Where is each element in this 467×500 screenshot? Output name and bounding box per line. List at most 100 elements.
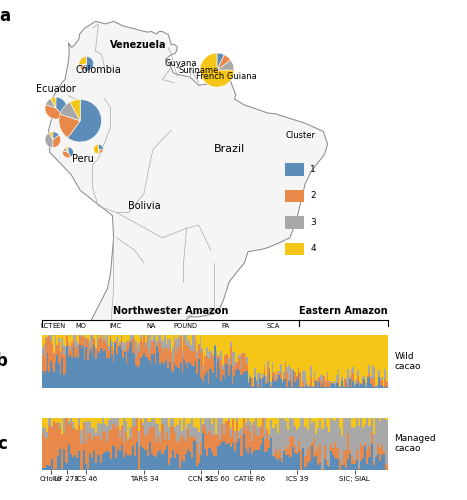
Bar: [259, 378, 261, 388]
Bar: [336, 376, 338, 383]
Bar: [376, 385, 378, 387]
Bar: [64, 335, 66, 347]
Bar: [283, 378, 285, 388]
Bar: [336, 384, 338, 388]
Bar: [363, 379, 365, 388]
Bar: [52, 335, 53, 344]
Bar: [74, 357, 76, 388]
Bar: [232, 384, 234, 388]
Bar: [334, 421, 336, 442]
Bar: [174, 433, 177, 458]
Bar: [276, 418, 279, 432]
Bar: [242, 418, 245, 434]
Bar: [224, 335, 225, 354]
Bar: [114, 342, 116, 343]
Bar: [196, 428, 198, 444]
Bar: [87, 340, 89, 359]
Bar: [182, 350, 184, 358]
Bar: [242, 434, 245, 470]
Bar: [209, 369, 211, 388]
Bar: [220, 352, 222, 360]
Bar: [71, 358, 72, 388]
Bar: [147, 418, 149, 422]
Bar: [214, 346, 216, 388]
Bar: [123, 457, 125, 470]
Bar: [72, 458, 74, 470]
Bar: [332, 335, 333, 383]
Bar: [147, 456, 149, 470]
Bar: [285, 418, 287, 420]
Wedge shape: [53, 135, 61, 147]
Bar: [63, 354, 64, 375]
Bar: [257, 436, 260, 450]
Bar: [232, 443, 234, 470]
Bar: [304, 428, 306, 456]
Bar: [181, 418, 183, 432]
Bar: [234, 352, 235, 368]
Bar: [363, 376, 365, 378]
Bar: [262, 378, 264, 388]
Bar: [166, 432, 168, 446]
Bar: [294, 372, 296, 382]
Bar: [291, 335, 293, 370]
Bar: [139, 352, 140, 366]
Bar: [55, 348, 57, 364]
Bar: [58, 342, 60, 363]
Bar: [279, 418, 281, 450]
Bar: [45, 370, 47, 388]
Bar: [95, 335, 97, 348]
Bar: [362, 446, 364, 458]
Bar: [74, 428, 76, 454]
Bar: [176, 366, 177, 388]
Bar: [193, 437, 196, 441]
Bar: [372, 378, 373, 388]
Bar: [260, 418, 262, 426]
Bar: [280, 379, 282, 388]
Bar: [232, 351, 234, 364]
Bar: [135, 340, 137, 356]
Wedge shape: [45, 133, 53, 148]
Bar: [370, 384, 372, 388]
Bar: [163, 440, 166, 450]
Bar: [241, 436, 242, 456]
Bar: [178, 439, 181, 468]
Bar: [117, 426, 119, 449]
Bar: [205, 375, 206, 388]
Bar: [139, 366, 140, 388]
Bar: [338, 335, 340, 370]
Bar: [340, 335, 341, 386]
Bar: [65, 418, 68, 464]
Bar: [114, 458, 117, 470]
Bar: [176, 340, 177, 352]
Bar: [291, 381, 293, 387]
Bar: [46, 466, 49, 470]
Bar: [72, 422, 74, 430]
Bar: [217, 360, 219, 388]
Bar: [174, 428, 177, 433]
Bar: [60, 352, 61, 354]
Bar: [121, 336, 122, 339]
Bar: [159, 442, 162, 450]
Bar: [267, 335, 269, 360]
Bar: [113, 362, 114, 388]
Bar: [132, 446, 134, 470]
Bar: [290, 368, 291, 373]
Bar: [76, 356, 78, 388]
Bar: [144, 418, 147, 436]
Wedge shape: [68, 147, 73, 157]
Bar: [106, 346, 108, 358]
Bar: [311, 423, 313, 442]
Bar: [185, 418, 187, 429]
Bar: [384, 368, 386, 378]
Bar: [269, 368, 270, 371]
Bar: [85, 418, 87, 422]
Bar: [249, 335, 251, 375]
Bar: [240, 356, 241, 369]
Bar: [74, 418, 76, 428]
Text: LCT: LCT: [41, 323, 53, 329]
Bar: [57, 335, 58, 344]
Bar: [290, 373, 291, 382]
Bar: [240, 369, 241, 374]
Bar: [127, 438, 129, 440]
Bar: [282, 382, 283, 388]
